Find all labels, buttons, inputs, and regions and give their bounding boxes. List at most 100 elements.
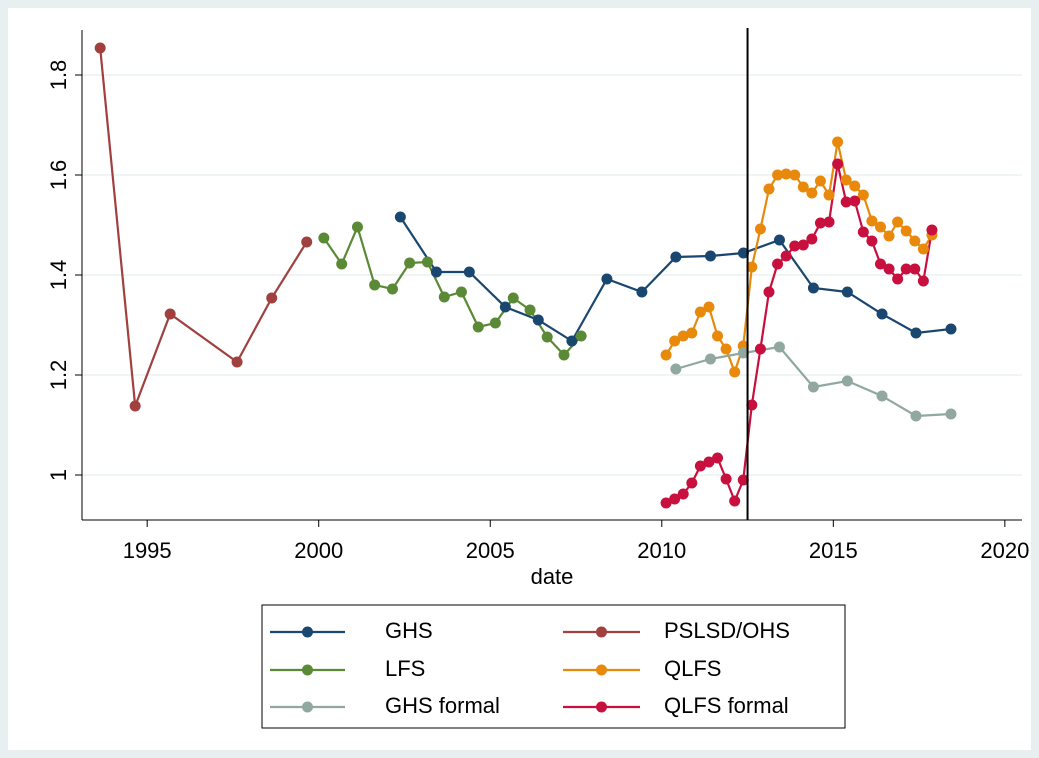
- data-point: [773, 234, 785, 246]
- data-point: [814, 175, 826, 187]
- legend-marker: [302, 701, 313, 713]
- data-point: [857, 189, 869, 201]
- data-point: [524, 304, 536, 316]
- data-point: [720, 343, 732, 355]
- data-point: [746, 261, 758, 273]
- data-point: [704, 353, 716, 365]
- data-point: [763, 286, 775, 298]
- legend-label: LFS: [385, 656, 425, 681]
- data-point: [421, 256, 433, 268]
- y-tick-label: 1: [46, 469, 71, 481]
- data-point: [883, 230, 895, 242]
- data-point: [686, 327, 698, 339]
- data-point: [849, 180, 861, 192]
- data-point: [404, 257, 416, 269]
- data-point: [909, 235, 921, 247]
- data-point: [729, 495, 741, 507]
- legend-marker: [596, 701, 607, 713]
- x-axis-label: date: [531, 564, 574, 589]
- data-point: [823, 189, 835, 201]
- data-point: [703, 301, 715, 313]
- data-point: [472, 321, 484, 333]
- data-point: [823, 216, 835, 228]
- data-point: [566, 335, 578, 347]
- data-point: [780, 250, 792, 262]
- data-point: [900, 263, 912, 275]
- data-point: [754, 223, 766, 235]
- data-point: [909, 263, 921, 275]
- data-point: [910, 410, 922, 422]
- y-tick-label: 1.4: [46, 260, 71, 291]
- data-point: [231, 356, 243, 368]
- data-point: [797, 181, 809, 193]
- data-point: [541, 331, 553, 343]
- legend-marker: [596, 664, 607, 676]
- data-point: [883, 263, 895, 275]
- data-point: [507, 292, 519, 304]
- data-point: [841, 286, 853, 298]
- legend-label: QLFS: [664, 656, 721, 681]
- data-point: [849, 195, 861, 207]
- data-point: [318, 232, 330, 244]
- data-point: [866, 215, 878, 227]
- data-point: [499, 301, 511, 313]
- data-point: [806, 187, 818, 199]
- data-point: [910, 327, 922, 339]
- data-point: [876, 390, 888, 402]
- legend-box: [261, 604, 846, 729]
- data-point: [660, 349, 672, 361]
- x-tick-label: 2020: [980, 538, 1029, 563]
- data-point: [694, 460, 706, 472]
- data-point: [780, 168, 792, 180]
- data-point: [892, 216, 904, 228]
- data-point: [789, 240, 801, 252]
- data-point: [266, 292, 278, 304]
- data-point: [601, 273, 613, 285]
- data-point: [386, 283, 398, 295]
- data-point: [945, 323, 957, 335]
- series-line: [99, 47, 308, 407]
- data-point: [438, 291, 450, 303]
- data-point: [841, 375, 853, 387]
- data-point: [94, 42, 106, 54]
- x-tick-label: 2010: [637, 538, 686, 563]
- data-point: [677, 488, 689, 500]
- data-point: [832, 158, 844, 170]
- x-tick-label: 1995: [123, 538, 172, 563]
- data-point: [677, 330, 689, 342]
- data-point: [129, 400, 141, 412]
- data-point: [746, 399, 758, 411]
- data-point: [686, 477, 698, 489]
- data-point: [336, 258, 348, 270]
- legend-label: GHS: [385, 618, 433, 643]
- data-point: [840, 196, 852, 208]
- data-point: [806, 233, 818, 245]
- x-tick-label: 2005: [466, 538, 515, 563]
- data-point: [832, 136, 844, 148]
- data-point: [703, 456, 715, 468]
- data-point: [814, 217, 826, 229]
- data-point: [807, 381, 819, 393]
- data-point: [840, 174, 852, 186]
- data-point: [866, 235, 878, 247]
- data-point: [917, 243, 929, 255]
- data-point: [369, 279, 381, 291]
- data-point: [917, 275, 929, 287]
- y-tick-label: 1.2: [46, 360, 71, 391]
- data-point: [301, 236, 313, 248]
- data-point: [694, 306, 706, 318]
- y-tick-label: 1.8: [46, 60, 71, 91]
- data-point: [754, 343, 766, 355]
- data-point: [455, 286, 467, 298]
- y-tick-label: 1.6: [46, 160, 71, 191]
- data-point: [874, 258, 886, 270]
- legend-marker: [302, 626, 313, 638]
- data-point: [737, 347, 749, 359]
- data-point: [489, 317, 501, 329]
- legend-label: GHS formal: [385, 693, 500, 718]
- data-point: [772, 258, 784, 270]
- data-point: [670, 251, 682, 263]
- data-point: [857, 226, 869, 238]
- data-point: [532, 314, 544, 326]
- data-point: [876, 308, 888, 320]
